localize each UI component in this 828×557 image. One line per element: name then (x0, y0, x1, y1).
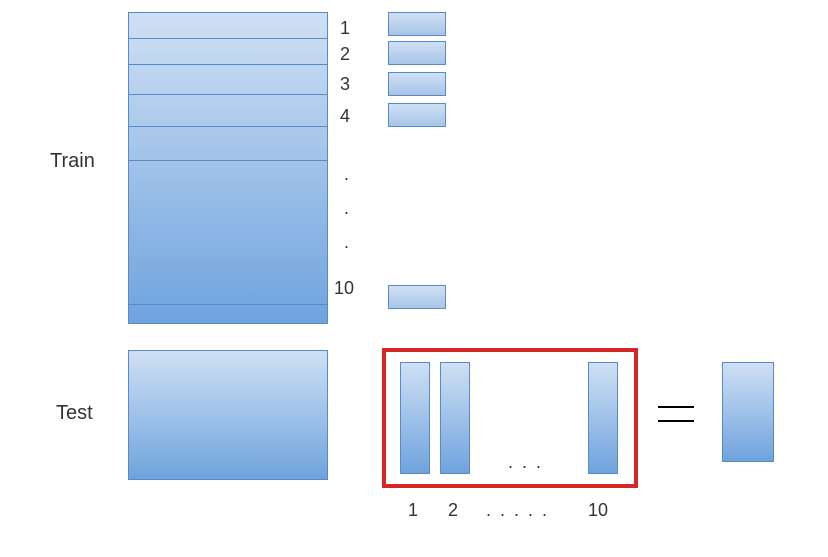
train-label: Train (50, 150, 95, 173)
result-box (722, 362, 774, 462)
bottom-num-1: 1 (408, 500, 418, 521)
slice-box-2 (388, 41, 446, 65)
slice-box-3 (388, 72, 446, 96)
slice-box-4 (388, 103, 446, 127)
slice-box-10 (388, 285, 446, 309)
row-num-3: 3 (340, 74, 350, 95)
row-dot-2: . (344, 198, 349, 219)
cols-ellipsis: . . . (508, 452, 543, 473)
row-num-10: 10 (334, 278, 354, 299)
row-dot-3: . (344, 232, 349, 253)
train-slice-line-2 (128, 64, 328, 65)
test-col-10 (588, 362, 618, 474)
row-num-4: 4 (340, 106, 350, 127)
test-col-1 (400, 362, 430, 474)
train-slice-line-4 (128, 126, 328, 127)
row-dot-1: . (344, 164, 349, 185)
equals-sign-top (658, 406, 694, 408)
train-slice-line-3 (128, 94, 328, 95)
train-slice-line-10 (128, 304, 328, 305)
bottom-num-2: 2 (448, 500, 458, 521)
row-num-1: 1 (340, 18, 350, 39)
row-num-2: 2 (340, 44, 350, 65)
train-block (128, 12, 328, 324)
test-label: Test (56, 402, 93, 425)
train-slice-line-5 (128, 160, 328, 161)
bottom-dots: . . . . . (486, 500, 549, 521)
test-col-2 (440, 362, 470, 474)
bottom-num-10: 10 (588, 500, 608, 521)
train-slice-line-1 (128, 38, 328, 39)
test-block (128, 350, 328, 480)
slice-box-1 (388, 12, 446, 36)
equals-sign-bottom (658, 420, 694, 422)
